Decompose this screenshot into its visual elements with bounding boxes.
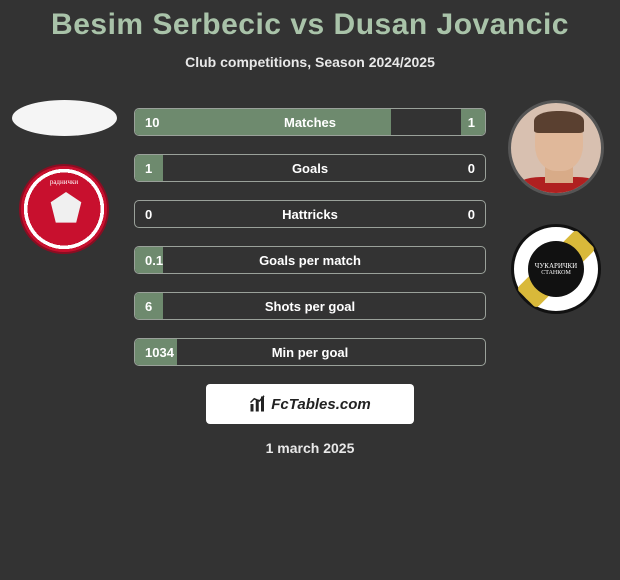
stat-row: 10 Matches 1 — [134, 108, 486, 136]
attribution-badge: FcTables.com — [206, 384, 414, 424]
stat-label: Goals — [135, 155, 485, 182]
footer-date: 1 march 2025 — [134, 440, 486, 456]
page-title: Besim Serbecic vs Dusan Jovancic — [0, 0, 620, 42]
stat-row: 1034 Min per goal — [134, 338, 486, 366]
stat-label: Min per goal — [135, 339, 485, 366]
stat-label: Shots per goal — [135, 293, 485, 320]
player-left-club-badge — [19, 164, 109, 254]
player-right-avatar — [508, 100, 604, 196]
player-right-club-badge: ЧУКАРИЧКИ СТАНКОМ — [511, 224, 601, 314]
subtitle: Club competitions, Season 2024/2025 — [0, 54, 620, 70]
stat-label: Goals per match — [135, 247, 485, 274]
stat-row: 6 Shots per goal — [134, 292, 486, 320]
left-player-column — [8, 100, 120, 254]
stat-label: Matches — [135, 109, 485, 136]
chart-icon — [249, 395, 267, 413]
stat-row: 0 Hattricks 0 — [134, 200, 486, 228]
attribution-text: FcTables.com — [271, 396, 370, 413]
stat-row: 0.1 Goals per match — [134, 246, 486, 274]
stat-right-value: 0 — [468, 201, 475, 228]
right-player-column: ЧУКАРИЧКИ СТАНКОМ — [500, 100, 612, 314]
stat-right-value: 0 — [468, 155, 475, 182]
stat-right-value: 1 — [468, 109, 475, 136]
stat-row: 1 Goals 0 — [134, 154, 486, 182]
player-left-avatar-placeholder — [12, 100, 117, 136]
stat-label: Hattricks — [135, 201, 485, 228]
comparison-content: ЧУКАРИЧКИ СТАНКОМ 10 Matches 1 1 Goals 0… — [0, 100, 620, 456]
stat-bars: 10 Matches 1 1 Goals 0 0 Hattricks 0 0.1… — [134, 100, 486, 456]
